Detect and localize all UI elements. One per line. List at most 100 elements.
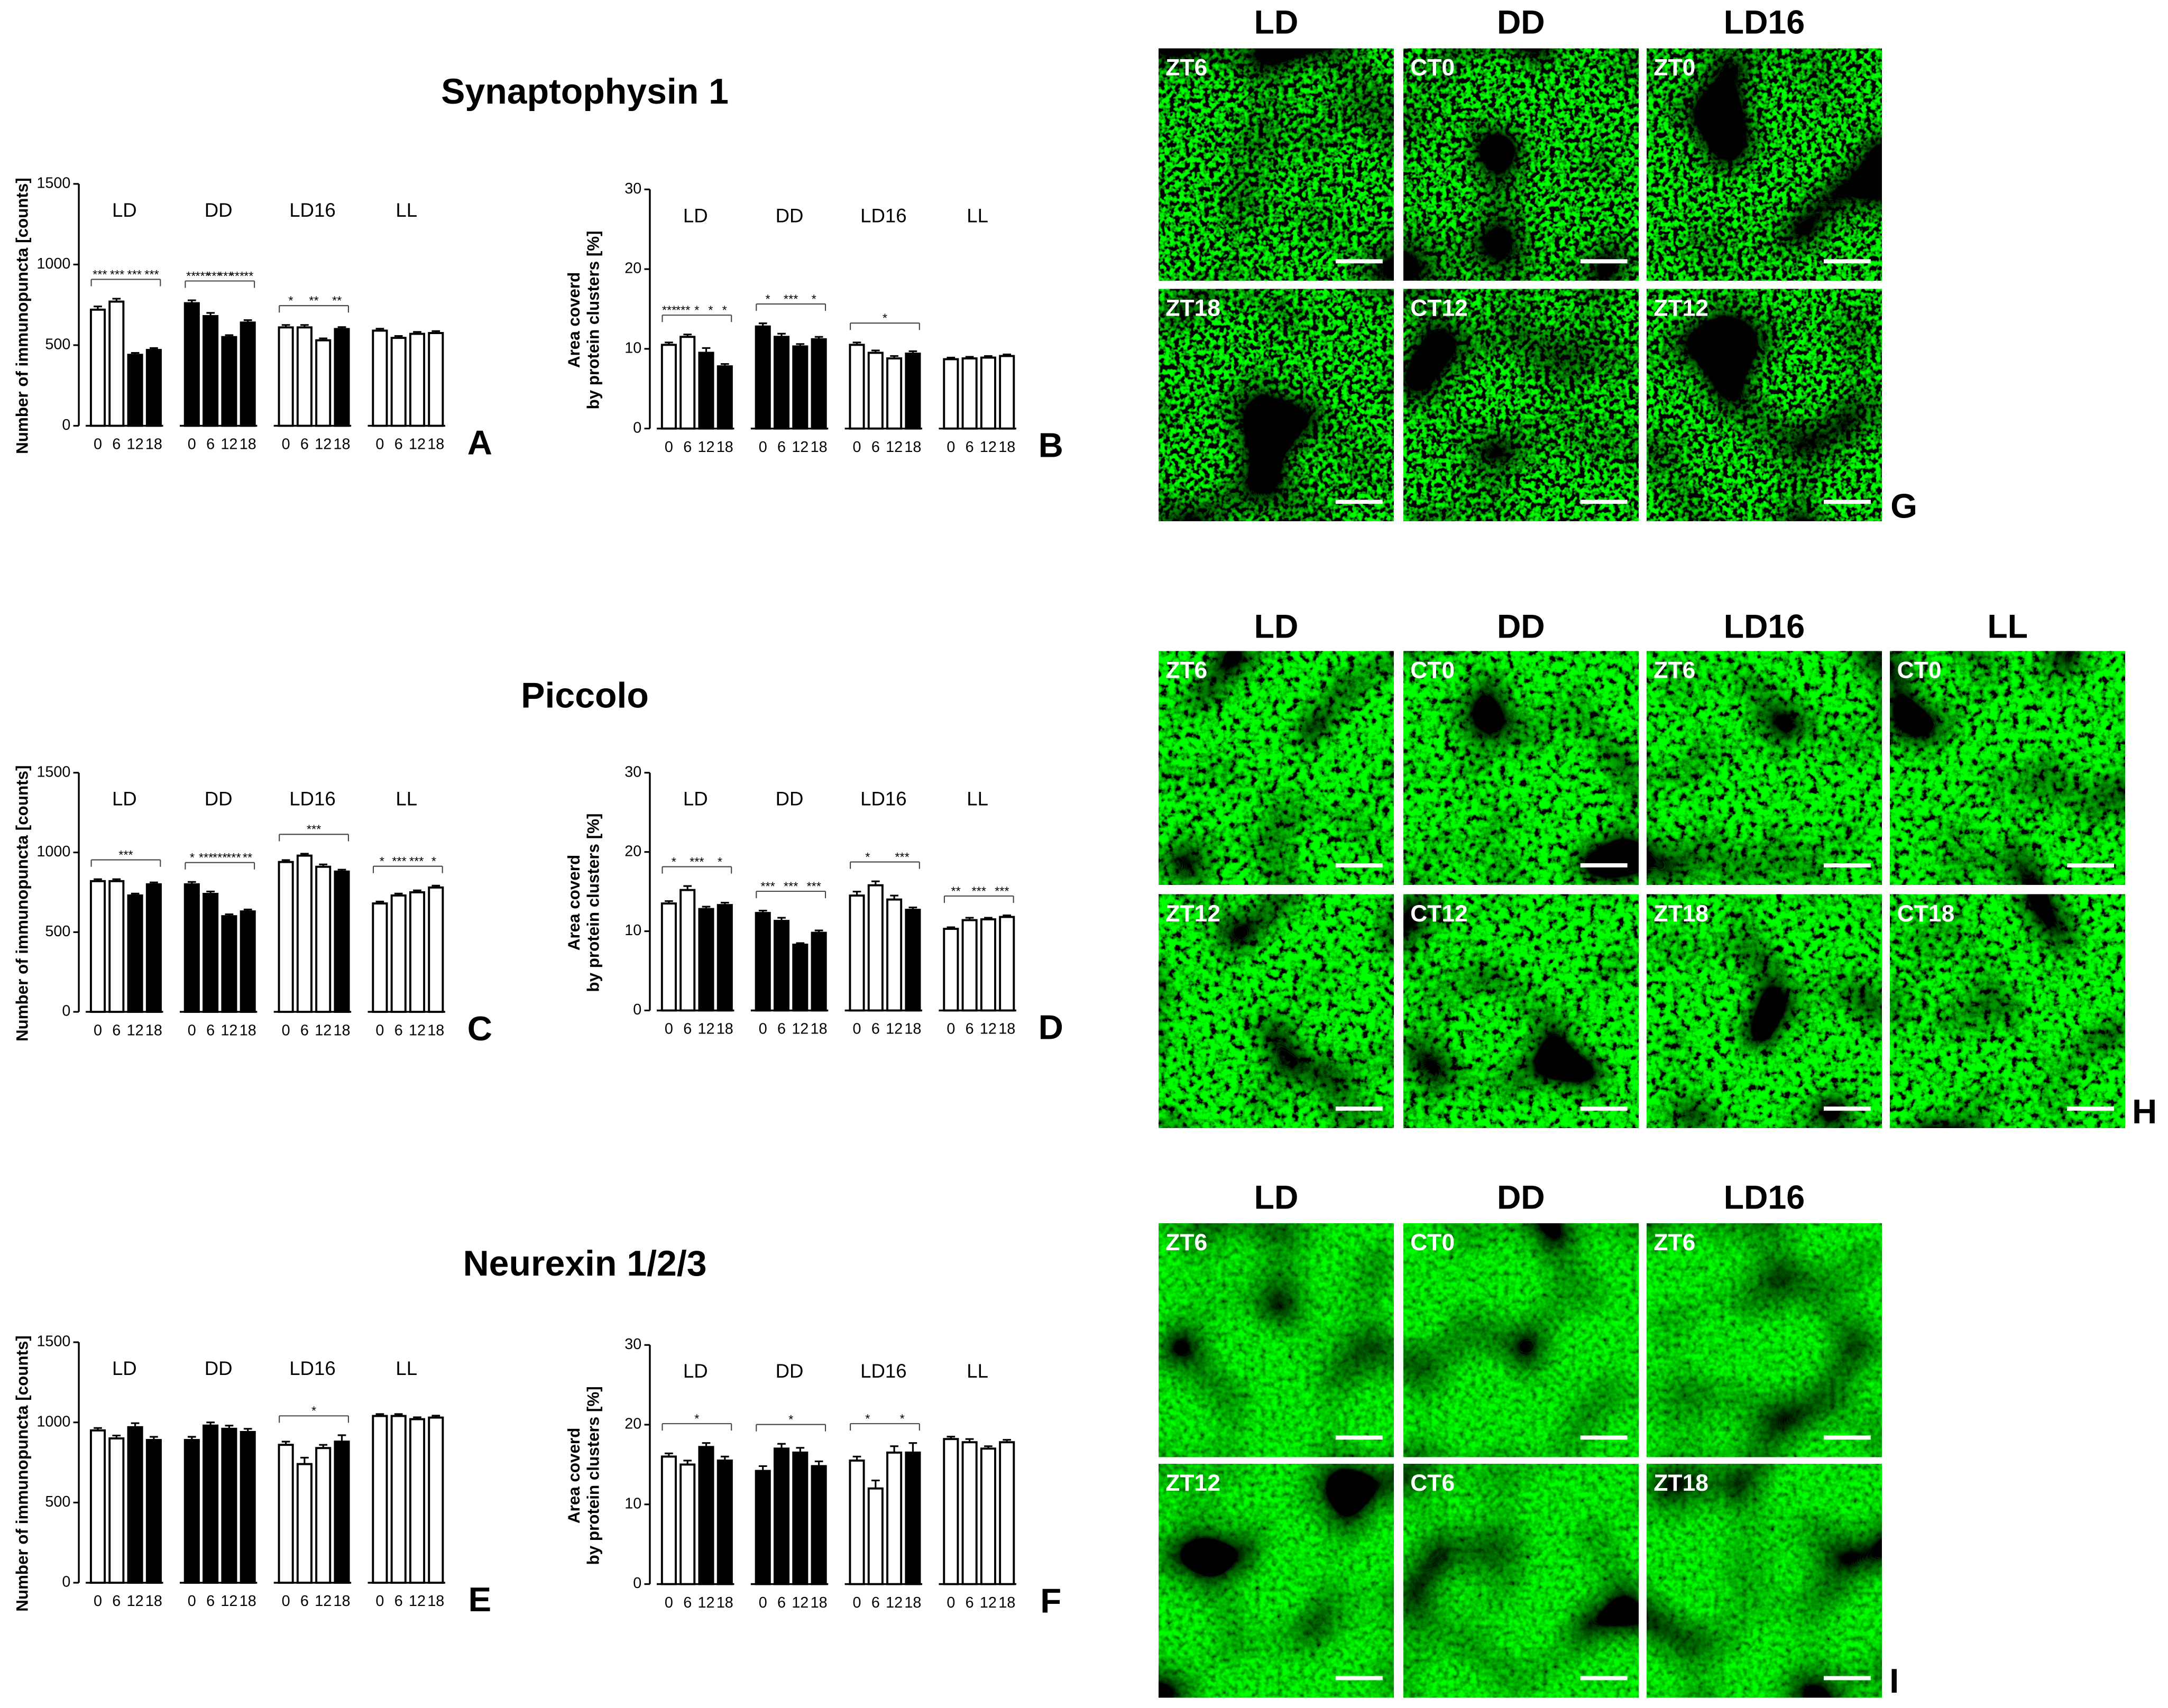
significance-stars: *** [127,267,142,281]
bar [428,1416,444,1584]
bar [108,300,125,427]
significance-stars: *** [784,292,798,306]
x-tick-label: 18 [240,1022,256,1039]
y-tick-label: 0 [62,1574,70,1591]
bar [698,352,714,430]
x-tick-label: 12 [315,436,332,453]
x-tick-label: 18 [998,1594,1015,1611]
x-tick-label: 6 [683,1021,692,1038]
bar [999,916,1015,1012]
significance-stars: *** [218,269,233,283]
significance-stars: ** [244,269,253,283]
x-tick-label: 12 [698,1021,715,1038]
cell-label: CT0 [1410,1230,1455,1255]
y-tick-label: 0 [62,1003,70,1020]
x-tick-label: 0 [665,1594,673,1611]
bar [145,349,162,427]
bar [961,357,978,430]
cell-label: ZT18 [1653,1470,1708,1496]
significance-stars: * [311,1404,316,1418]
micrograph [1159,1223,1394,1457]
significance-stars: * [788,1412,793,1426]
micrograph [1159,651,1394,885]
cell-label: ZT12 [1165,901,1220,927]
bar [849,344,865,430]
x-tick-label: 12 [221,1022,237,1039]
x-tick-label: 18 [334,1593,351,1610]
bar [240,910,256,1013]
bar [999,1441,1015,1585]
significance-stars: * [380,854,384,868]
x-tick-label: 0 [947,1594,955,1611]
cell-label: ZT6 [1653,658,1695,684]
x-tick-label: 18 [427,1022,444,1039]
bar [221,1427,237,1584]
column-header: DD [1497,608,1545,645]
x-tick-label: 12 [127,1593,144,1610]
micrograph [1403,1464,1639,1698]
cell-label: ZT18 [1165,296,1220,321]
significance-stars: * [766,292,770,306]
y-tick-label: 20 [624,843,641,860]
significance-stars: *** [760,879,775,893]
significance-stars: * [722,303,727,317]
cell-label: CT6 [1410,1470,1455,1496]
x-tick-label: 18 [716,439,733,456]
group-label: LD16 [860,1360,906,1382]
x-tick-label: 6 [871,1021,880,1038]
x-tick-label: 6 [966,439,974,456]
x-tick-label: 18 [427,1593,444,1610]
x-tick-label: 0 [853,1594,861,1611]
bar [867,352,884,430]
bar [698,908,714,1012]
x-tick-label: 12 [980,1021,997,1038]
bar [372,329,388,427]
significance-stars: * [694,1412,699,1426]
bar [278,1444,294,1584]
significance-stars: *** [307,823,321,836]
significance-stars: * [431,854,436,868]
x-tick-label: 0 [282,1593,290,1610]
bar [296,326,313,427]
bar [698,1446,714,1585]
y-tick-label: 10 [624,1495,641,1512]
micrograph [1159,894,1394,1128]
group-label: LL [967,205,988,226]
x-tick-label: 6 [112,436,121,453]
panel-letter: G [1890,487,1917,525]
bar [372,1415,388,1584]
micrograph [1159,289,1394,521]
significance-stars: *** [207,269,221,283]
bar [999,355,1015,430]
bar [679,336,696,430]
x-tick-label: 12 [127,1022,144,1039]
x-tick-label: 18 [427,436,444,453]
x-tick-label: 12 [886,439,903,456]
bar [980,918,996,1012]
bar [980,1447,996,1585]
x-tick-label: 6 [966,1594,974,1611]
significance-stars: *** [895,850,909,864]
x-tick-label: 0 [94,1022,102,1039]
micrograph [1403,651,1639,885]
x-tick-label: 6 [394,1593,403,1610]
bar [792,1451,809,1585]
x-tick-label: 0 [375,436,384,453]
bar [660,344,677,430]
y-axis-label: Area coverd [565,272,583,368]
bar [390,1415,407,1584]
column-header: LL [1987,608,2028,645]
x-tick-label: 12 [698,439,715,456]
group-label: LL [967,788,988,810]
cell-label: CT12 [1410,296,1468,321]
significance-stars: *** [392,854,406,868]
bar [679,1463,696,1585]
x-tick-label: 12 [886,1021,903,1038]
bar [867,884,884,1012]
bar [961,1441,978,1585]
bar [773,1447,790,1585]
micrograph [1647,1223,1882,1457]
y-tick-label: 500 [45,1493,70,1510]
micrograph [1403,1223,1639,1457]
significance-stars: * [865,850,870,864]
